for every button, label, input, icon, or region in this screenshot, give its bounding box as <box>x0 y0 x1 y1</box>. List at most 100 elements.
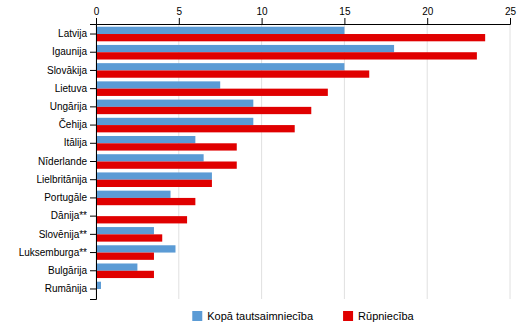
y-tick: Dānija** <box>51 210 96 221</box>
legend-swatch <box>343 311 353 321</box>
legend-label: Rūpniecība <box>358 310 415 322</box>
bar <box>96 136 195 143</box>
bar <box>96 143 237 150</box>
bar <box>96 227 154 234</box>
legend-item: Rūpniecība <box>343 310 415 322</box>
y-tick: Igaunija <box>52 46 96 57</box>
x-tick-label: 5 <box>177 6 183 17</box>
x-tick: 10 <box>257 6 269 24</box>
y-tick: Rumānija <box>45 283 96 294</box>
y-tick: Čehija <box>59 118 96 130</box>
x-tick-label: 20 <box>422 6 434 17</box>
y-tick-mark <box>90 52 96 53</box>
y-tick-label: Luksemburga** <box>19 247 87 258</box>
y-tick: Bulgārija <box>48 265 96 276</box>
bar <box>96 63 344 70</box>
x-tick-label: 10 <box>257 6 269 17</box>
grid-line <box>510 24 511 299</box>
bar <box>96 52 477 59</box>
x-tick-mark <box>262 18 263 24</box>
x-tick-label: 15 <box>339 6 351 17</box>
x-tick: 15 <box>339 6 351 24</box>
chart-container: 0 5 10 15 20 25 Latvija Igaunija Slovākija Lietuv… <box>0 0 528 329</box>
x-tick: 25 <box>505 6 517 24</box>
bar <box>96 70 369 77</box>
bar <box>96 172 212 179</box>
y-tick-mark <box>90 270 96 271</box>
bar <box>96 34 485 41</box>
bar-series <box>96 27 394 289</box>
bar <box>96 154 204 161</box>
y-axis-line <box>90 25 97 300</box>
x-tick-mark <box>96 18 97 24</box>
y-tick-mark <box>90 106 96 107</box>
bar <box>96 107 311 114</box>
y-tick-mark <box>90 252 96 253</box>
y-tick-label: Lielbritānija <box>36 174 87 185</box>
legend: Kopā tautsaimniecība Rūpniecība <box>192 310 414 322</box>
x-axis: 0 5 10 15 20 25 <box>94 6 517 25</box>
bar <box>96 118 253 125</box>
x-tick-mark <box>427 18 428 24</box>
bar <box>96 89 328 96</box>
y-tick: Luksemburga** <box>19 247 96 258</box>
legend-item: Kopā tautsaimniecība <box>192 310 314 322</box>
grid-line <box>427 24 428 299</box>
bar <box>96 263 137 270</box>
x-tick-mark <box>344 18 345 24</box>
bar <box>96 191 171 198</box>
y-tick-mark <box>90 125 96 126</box>
y-tick: Ungārija <box>50 101 96 112</box>
y-tick-label: Bulgārija <box>48 265 87 276</box>
chart-svg: 0 5 10 15 20 25 Latvija Igaunija Slovākija Lietuv… <box>0 0 528 329</box>
bar <box>96 45 394 52</box>
y-tick-mark <box>90 143 96 144</box>
y-tick-mark <box>90 197 96 198</box>
x-axis-line <box>97 18 511 25</box>
bar <box>96 125 295 132</box>
y-tick: Latvija <box>58 28 96 39</box>
y-tick-label: Itālija <box>64 137 88 148</box>
y-tick-label: Ungārija <box>50 101 88 112</box>
bar <box>96 271 154 278</box>
x-tick-mark <box>510 18 511 24</box>
x-tick-label: 25 <box>505 6 517 17</box>
bar <box>96 27 344 34</box>
bar <box>96 253 154 260</box>
legend-swatch <box>192 311 202 321</box>
y-tick-label: Slovākija <box>47 65 87 76</box>
bar <box>96 245 175 252</box>
y-tick: Lietuva <box>55 83 96 94</box>
y-tick-label: Nīderlande <box>38 156 87 167</box>
y-tick: Slovākija <box>47 65 96 76</box>
bar <box>96 100 253 107</box>
legend-label: Kopā tautsaimniecība <box>207 310 314 322</box>
y-tick: Nīderlande <box>38 156 96 167</box>
y-tick-mark <box>90 34 96 35</box>
y-tick: Itālija <box>64 137 96 148</box>
bar <box>96 198 195 205</box>
bar <box>96 162 237 169</box>
x-tick: 5 <box>177 6 183 24</box>
y-tick-label: Dānija** <box>51 210 87 221</box>
bar <box>96 234 162 241</box>
x-tick: 0 <box>94 6 100 24</box>
y-tick-label: Igaunija <box>52 46 87 57</box>
bars <box>96 27 485 289</box>
bar-series <box>96 34 485 278</box>
y-tick-mark <box>90 70 96 71</box>
bar <box>96 180 212 187</box>
y-tick: Lielbritānija <box>36 174 96 185</box>
y-tick-mark <box>90 288 96 289</box>
y-tick-label: Portugāle <box>44 192 87 203</box>
y-tick-label: Rumānija <box>45 283 88 294</box>
x-tick-label: 0 <box>94 6 100 17</box>
y-tick-label: Slovēnija** <box>39 229 87 240</box>
bar <box>96 81 220 88</box>
y-tick-label: Lietuva <box>55 83 88 94</box>
grid <box>96 24 510 299</box>
y-tick: Portugāle <box>44 192 96 203</box>
y-tick-mark <box>90 161 96 162</box>
y-tick-mark <box>90 234 96 235</box>
y-tick-label: Latvija <box>58 28 87 39</box>
